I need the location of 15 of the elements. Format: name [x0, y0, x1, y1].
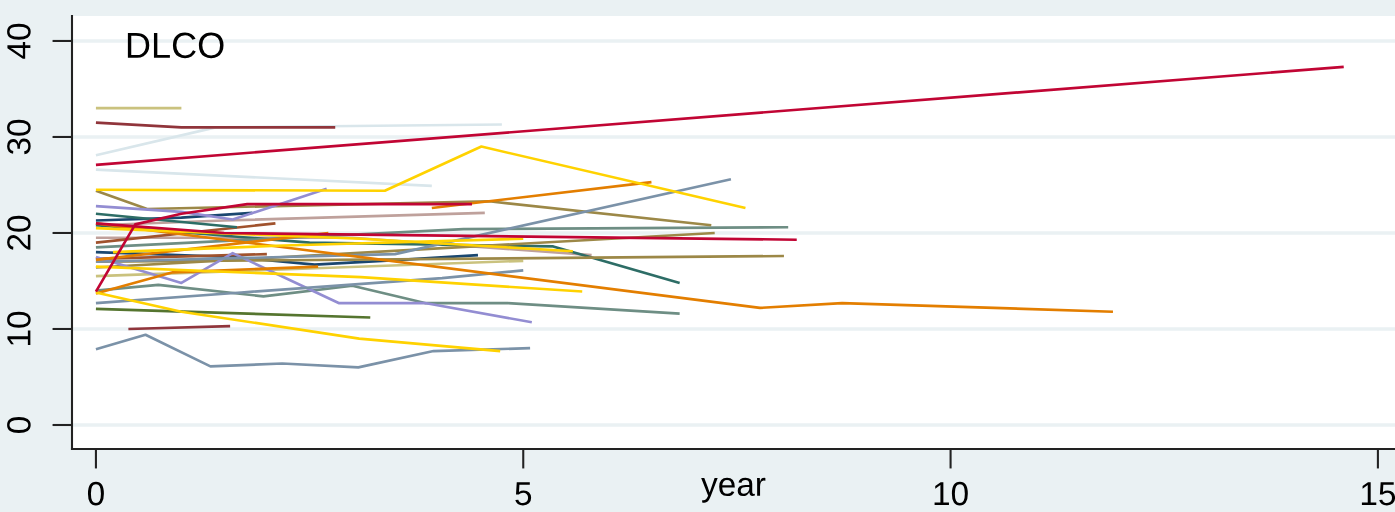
line-series	[94, 333, 532, 369]
y-tick-label: 30	[7, 119, 31, 155]
y-tick-label: 10	[7, 311, 31, 345]
y-tick-label: 0	[7, 417, 31, 433]
chart-title: DLCO	[127, 32, 224, 59]
y-tick-label: 40	[7, 23, 31, 59]
x-tick-label: 10	[934, 481, 968, 506]
line-series	[94, 145, 747, 210]
y-tick-label: 20	[7, 215, 31, 250]
x-axis-title: year	[701, 477, 766, 503]
line-series	[94, 269, 525, 305]
x-tick-label: 5	[515, 482, 532, 506]
x-tick-label: 15	[1361, 482, 1395, 506]
line-series	[94, 291, 502, 353]
x-tick-label: 0	[87, 481, 104, 506]
